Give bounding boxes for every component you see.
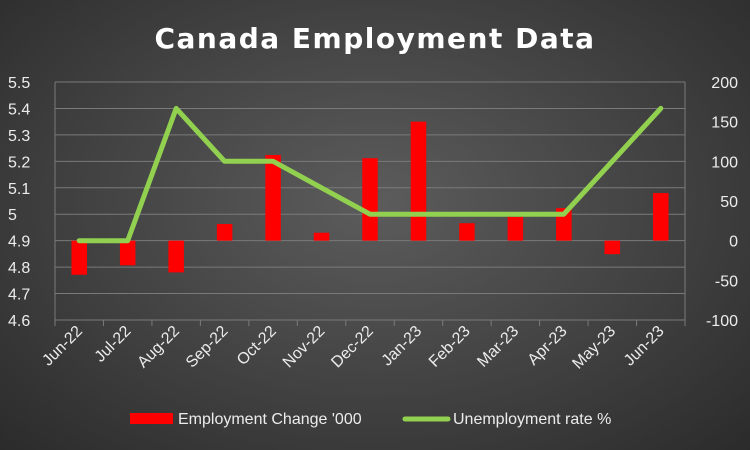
left-axis-tick-label: 5.3	[8, 128, 30, 145]
right-axis-tick-label: -100	[706, 313, 738, 330]
bar-nov-22	[313, 232, 330, 241]
left-axis-tick-label: 4.8	[8, 260, 30, 277]
x-axis-tick-label: Nov-22	[280, 323, 329, 372]
x-axis-tick-label: Oct-22	[234, 323, 280, 369]
chart-title: Canada Employment Data	[154, 22, 595, 55]
x-axis-tick-label: Dec-22	[328, 323, 377, 372]
x-axis-tick-label: Mar-23	[474, 323, 522, 371]
x-axis-tick-label: Apr-23	[525, 323, 571, 369]
left-axis-tick-label: 4.7	[8, 287, 30, 304]
bar-jun-23	[653, 193, 669, 241]
bar-dec-22	[362, 158, 378, 241]
right-axis-tick-label: 0	[729, 234, 738, 251]
bar-aug-22	[168, 240, 184, 273]
left-axis-tick-label: 5.5	[8, 75, 30, 92]
bar-may-23	[604, 240, 621, 255]
bar-feb-23	[459, 223, 475, 241]
x-axis-ticks: Jun-22 Jul-22 Aug-22 Sep-22 Oct-22 Nov-22 Dec-…	[39, 323, 667, 373]
bar-sep-22	[216, 224, 233, 241]
x-axis-tick-label: Jun-23	[621, 323, 668, 370]
legend-swatch-employment-change	[130, 413, 173, 424]
left-axis-tick-label: 4.9	[8, 234, 30, 251]
line-series	[76, 105, 664, 244]
left-axis-ticks: 4.6 4.7 4.8 4.9 5 5.1 5.2 5.3 5.4 5.5	[8, 75, 30, 330]
left-axis-tick-label: 5	[8, 207, 17, 224]
right-axis-tick-label: 150	[711, 115, 738, 132]
bar-mar-23	[507, 216, 524, 241]
right-axis-ticks: -100 -50 0 50 100 150 200	[706, 75, 738, 330]
right-axis-tick-label: 50	[720, 194, 738, 211]
left-axis-tick-label: 5.2	[8, 154, 30, 171]
left-axis-tick-label: 5.4	[8, 101, 30, 118]
bar-jun-22	[71, 240, 87, 275]
bar-jan-23	[410, 121, 427, 241]
bar-jul-22	[119, 240, 136, 266]
x-axis-tick-label: Jan-23	[379, 323, 426, 370]
x-axis-tick-label: Jul-22	[92, 323, 135, 366]
x-axis-tick-label: Aug-22	[134, 323, 183, 372]
bar-oct-22	[265, 154, 281, 241]
bar-series	[71, 121, 669, 275]
x-axis-tick-label: Jun-22	[39, 323, 86, 370]
x-axis-tick-label: Feb-23	[426, 323, 474, 371]
legend-label-unemployment-rate: Unemployment rate %	[453, 411, 611, 428]
left-axis-tick-label: 4.6	[8, 313, 30, 330]
right-axis-tick-label: 200	[711, 75, 738, 92]
right-axis-tick-label: -50	[715, 273, 738, 290]
x-axis-tick-label: May-23	[569, 323, 619, 373]
left-axis-tick-label: 5.1	[8, 181, 30, 198]
right-axis-tick-label: 100	[711, 154, 738, 171]
x-axis-tick-label: Sep-22	[183, 323, 232, 372]
legend-label-employment-change: Employment Change '000	[178, 411, 362, 428]
legend: Employment Change '000 Unemployment rate…	[130, 411, 611, 428]
